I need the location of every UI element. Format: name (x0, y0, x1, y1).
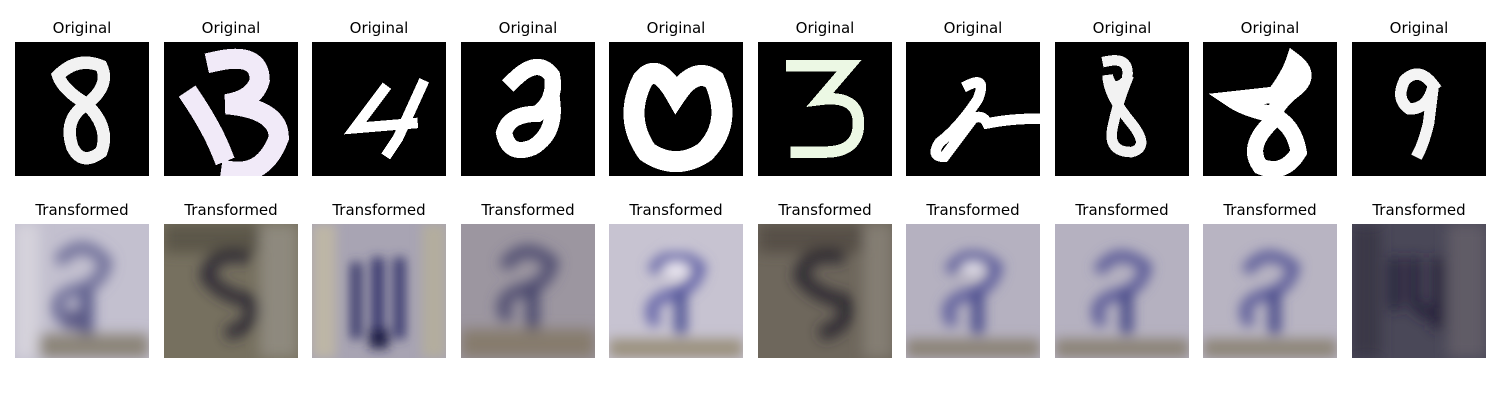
original-image-digit-8 (1055, 42, 1189, 176)
transformed-image (609, 224, 743, 358)
panel-title: Transformed (481, 201, 575, 219)
transformed-image (1352, 224, 1486, 358)
panel-title: Original (1092, 19, 1152, 37)
original-image-digit-2 (906, 42, 1040, 176)
original-image-digit-8 (15, 42, 149, 176)
panel-title: Original (646, 19, 706, 37)
original-image-digit-2 (461, 42, 595, 176)
transformed-image (1055, 224, 1189, 358)
original-image-digit-3 (164, 42, 298, 176)
panel-title: Original (201, 19, 261, 37)
original-image-digit-0 (609, 42, 743, 176)
panel-title: Transformed (778, 201, 872, 219)
transformed-image (1203, 224, 1337, 358)
original-image-digit-4 (312, 42, 446, 176)
panel-title: Transformed (35, 201, 129, 219)
transformed-image (312, 224, 446, 358)
original-image-digit-8 (1203, 42, 1337, 176)
transformed-image (461, 224, 595, 358)
panel-title: Original (1240, 19, 1300, 37)
panel-title: Transformed (1372, 201, 1466, 219)
transformed-image (906, 224, 1040, 358)
panel-title: Transformed (926, 201, 1020, 219)
original-image-digit-9 (1352, 42, 1486, 176)
panel-title: Transformed (1223, 201, 1317, 219)
panel-title: Original (498, 19, 558, 37)
transformed-image (164, 224, 298, 358)
panel-title: Transformed (1075, 201, 1169, 219)
panel-title: Original (795, 19, 855, 37)
panel-title: Original (52, 19, 112, 37)
transformed-image (15, 224, 149, 358)
panel-title: Original (1389, 19, 1449, 37)
panel-title: Original (943, 19, 1003, 37)
panel-title: Transformed (332, 201, 426, 219)
panel-title: Transformed (184, 201, 278, 219)
original-image-digit-3 (758, 42, 892, 176)
transformed-image (758, 224, 892, 358)
panel-title: Transformed (629, 201, 723, 219)
panel-title: Original (349, 19, 409, 37)
